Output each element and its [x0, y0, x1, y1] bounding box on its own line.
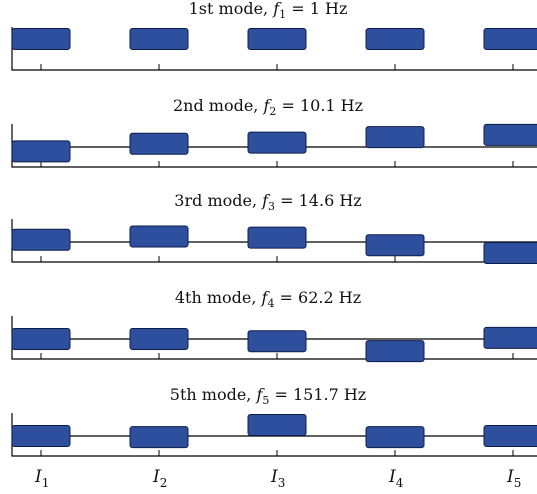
mass-block-5 [483, 242, 537, 264]
mode-title: 4th mode, f4 = 62.2 Hz [175, 288, 361, 310]
mass-block-1 [11, 328, 71, 350]
mass-block-3 [247, 131, 307, 154]
mass-block-1 [11, 28, 71, 50]
mode-label: 4th mode, [175, 288, 262, 307]
frequency-value: = 62.2 Hz [274, 288, 361, 307]
mode-title: 5th mode, f5 = 151.7 Hz [170, 385, 366, 407]
mode-title: 2nd mode, f2 = 10.1 Hz [173, 96, 363, 118]
frequency-subscript: 2 [269, 105, 276, 118]
mass-block-2 [129, 328, 189, 350]
mode-title: 3rd mode, f3 = 14.6 Hz [174, 191, 361, 213]
mass-block-3 [247, 226, 307, 249]
frequency-symbol: f [261, 191, 271, 210]
mode-panel-4: 4th mode, f4 = 62.2 Hz [11, 288, 537, 363]
mass-block-4 [365, 340, 425, 363]
frequency-value: = 10.1 Hz [276, 96, 363, 115]
mass-block-2 [129, 132, 189, 155]
mass-block-5 [483, 425, 537, 447]
mass-block-1 [11, 228, 71, 251]
mode-label: 2nd mode, [173, 96, 264, 115]
mass-block-4 [365, 426, 425, 449]
mode-panel-1: 1st mode, f1 = 1 Hz [11, 0, 537, 71]
mass-block-1 [11, 425, 71, 447]
x-label-2: I2 [152, 467, 167, 490]
frequency-symbol: f [261, 288, 271, 307]
frequency-value: = 14.6 Hz [275, 191, 362, 210]
mass-block-4 [365, 234, 425, 257]
mode-panel-2: 2nd mode, f2 = 10.1 Hz [11, 96, 537, 168]
mode-panel-3: 3rd mode, f3 = 14.6 Hz [11, 191, 537, 264]
x-axis-labels: I1 I2 I3 I4 I5 [34, 467, 521, 490]
mass-block-3 [247, 414, 307, 436]
mass-block-4 [365, 126, 425, 149]
frequency-subscript: 4 [267, 297, 274, 310]
mode-label: 3rd mode, [174, 191, 262, 210]
mass-block-5 [483, 326, 537, 349]
x-label-4: I4 [388, 467, 404, 490]
mode-label: 5th mode, [170, 385, 257, 404]
x-label-5: I5 [506, 467, 521, 490]
frequency-subscript: 3 [268, 200, 275, 213]
mass-block-3 [247, 330, 307, 353]
frequency-subscript: 1 [279, 8, 286, 21]
mode-panel-5: 5th mode, f5 = 151.7 Hz [11, 385, 537, 457]
frequency-subscript: 5 [262, 394, 269, 407]
frequency-value: = 1 Hz [286, 0, 347, 18]
frequency-value: = 151.7 Hz [269, 385, 366, 404]
mode-label: 1st mode, [189, 0, 274, 18]
mass-block-3 [247, 28, 307, 50]
x-label-3: I3 [270, 467, 285, 490]
mass-block-2 [129, 426, 189, 449]
mass-block-2 [129, 225, 189, 248]
frequency-symbol: f [255, 385, 265, 404]
axis-frame [11, 124, 537, 168]
frequency-symbol: f [272, 0, 282, 18]
mass-block-1 [11, 140, 71, 163]
mass-block-2 [129, 28, 189, 50]
frequency-symbol: f [262, 96, 272, 115]
mass-block-5 [483, 123, 537, 146]
mass-block-5 [483, 28, 537, 50]
mode-title: 1st mode, f1 = 1 Hz [189, 0, 348, 21]
mass-block-4 [365, 28, 425, 50]
x-label-1: I1 [34, 467, 49, 490]
